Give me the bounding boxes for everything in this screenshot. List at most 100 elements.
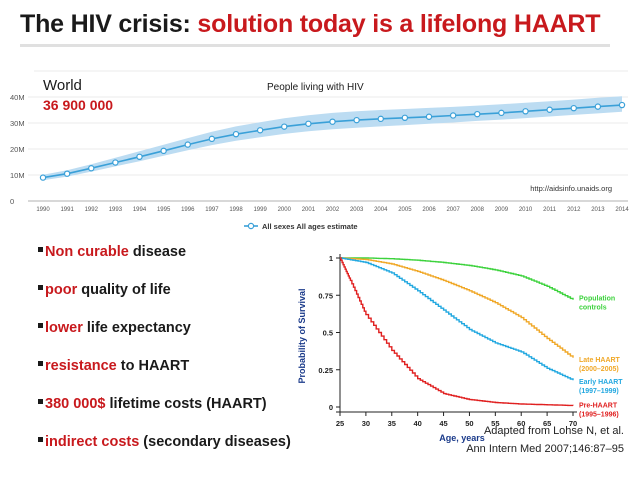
chart-legend: All sexes All ages estimate [244, 222, 358, 231]
citation-line: Ann Intern Med 2007;146:87–95 [466, 443, 624, 455]
x-tick-label: 2008 [471, 207, 485, 213]
hiv-prevalence-chart: 010M20M30M40M50 199019911992199319941995… [0, 62, 630, 231]
bullet-item: lower life expectancy [38, 318, 291, 356]
slide-title-accent: solution today is a lifelong HAART [197, 10, 601, 38]
x-tick-label: 70 [569, 419, 577, 428]
y-tick-label: 40M [10, 93, 25, 102]
data-point [305, 120, 312, 127]
series-label: (2000–2005) [579, 366, 619, 373]
data-point [377, 115, 384, 123]
bullet-highlight: indirect costs [45, 434, 140, 450]
y-axis-title: Probability of Survival [297, 288, 307, 383]
data-point [498, 109, 505, 117]
y-tick-label: 0.5 [323, 329, 333, 338]
x-tick-label: 2012 [567, 207, 581, 213]
x-tick-label: 25 [336, 419, 344, 428]
data-point [546, 106, 553, 113]
data-point [570, 104, 577, 112]
bullet-item: resistance to HAART [38, 356, 291, 394]
data-point [449, 112, 457, 119]
bullet-text: disease [128, 244, 187, 260]
x-tick-label: 1995 [157, 207, 171, 213]
bullet-highlight: poor [45, 282, 78, 298]
x-tick-label: 2005 [398, 207, 412, 213]
title-divider [20, 44, 610, 47]
citation-line: Adapted from Lohse N, et al. [483, 425, 624, 437]
data-point [425, 113, 433, 120]
bullet-text: lifetime costs (HAART) [105, 396, 267, 412]
x-tick-label: 2007 [446, 207, 460, 213]
x-tick-label: 1998 [229, 207, 243, 213]
x-tick-label: 1994 [133, 207, 147, 213]
survival-curve [340, 257, 574, 381]
bullet-item: indirect costs (secondary diseases) [38, 432, 291, 470]
survival-curve [340, 257, 574, 407]
bullet-highlight: lower [45, 320, 83, 336]
y-tick-label: 1 [329, 254, 333, 263]
series-label: Population [579, 296, 615, 303]
bullet-item: 380 000$ lifetime costs (HAART) [38, 394, 291, 432]
slide-title: The HIV crisis: solution today is a life… [20, 10, 601, 39]
data-point [112, 159, 119, 166]
x-tick-label: 2013 [591, 207, 605, 213]
data-point [208, 135, 216, 143]
data-point [401, 114, 409, 122]
x-tick-label: 55 [491, 419, 499, 428]
bullet-item: poor quality of life [38, 280, 291, 318]
series-label: Late HAART [579, 357, 621, 364]
data-point [256, 127, 264, 134]
survival-curve [340, 257, 574, 358]
x-tick-label: 1999 [253, 207, 267, 213]
x-tick-label: 2006 [422, 207, 436, 213]
y-tick-label: 20M [10, 145, 25, 154]
x-tick-label: 35 [388, 419, 396, 428]
x-tick-label: 2010 [519, 207, 533, 213]
data-point [281, 123, 288, 130]
axis-label-mask [0, 62, 34, 76]
data-point [474, 110, 481, 118]
x-tick-label: 1992 [85, 207, 99, 213]
bullet-marker [38, 399, 43, 404]
y-tick-label: 30M [10, 119, 25, 128]
x-tick-label: 65 [543, 419, 551, 428]
x-tick-label: 2003 [350, 207, 364, 213]
chart-title: People living with HIV [267, 82, 364, 93]
bullet-highlight: Non curable [45, 244, 129, 260]
x-tick-label: 1997 [205, 207, 219, 213]
bullet-marker [38, 361, 43, 366]
slide-title-prefix: The HIV crisis: [20, 10, 198, 38]
legend-marker [247, 222, 255, 230]
x-axis-title: Age, years [439, 433, 485, 443]
x-tick-label: 2014 [615, 207, 629, 213]
bullet-marker [38, 323, 43, 328]
bullet-list: Non curable disease poor quality of life… [38, 242, 291, 470]
y-tick-label: 0 [329, 403, 333, 412]
y-tick-label: 0 [10, 197, 14, 206]
x-tick-label: 1993 [109, 207, 123, 213]
y-tick-label: 10M [10, 171, 25, 180]
survival-curve [340, 257, 574, 300]
region-label: World [43, 77, 82, 94]
y-tick-label: 0.75 [318, 291, 333, 300]
x-tick-label: 2009 [495, 207, 509, 213]
data-point [522, 108, 529, 115]
x-tick-label: 2002 [326, 207, 340, 213]
bullet-text: (secondary diseases) [139, 434, 291, 450]
data-point [184, 141, 191, 148]
headline-value: 36 900 000 [43, 97, 113, 113]
data-point [136, 153, 143, 160]
x-tick-label: 2000 [278, 207, 292, 213]
bullet-text: life expectancy [82, 320, 191, 336]
x-tick-label: 2001 [302, 207, 316, 213]
data-point [39, 174, 47, 181]
series-label: (1997–1999) [579, 388, 619, 395]
x-tick-label: 2011 [543, 207, 557, 213]
bullet-item: Non curable disease [38, 242, 291, 280]
legend-label: All sexes All ages estimate [262, 222, 358, 231]
data-point [63, 170, 71, 177]
data-point [353, 116, 360, 124]
bullet-marker [38, 285, 43, 290]
x-tick-label: 50 [465, 419, 473, 428]
data-point [160, 147, 167, 155]
